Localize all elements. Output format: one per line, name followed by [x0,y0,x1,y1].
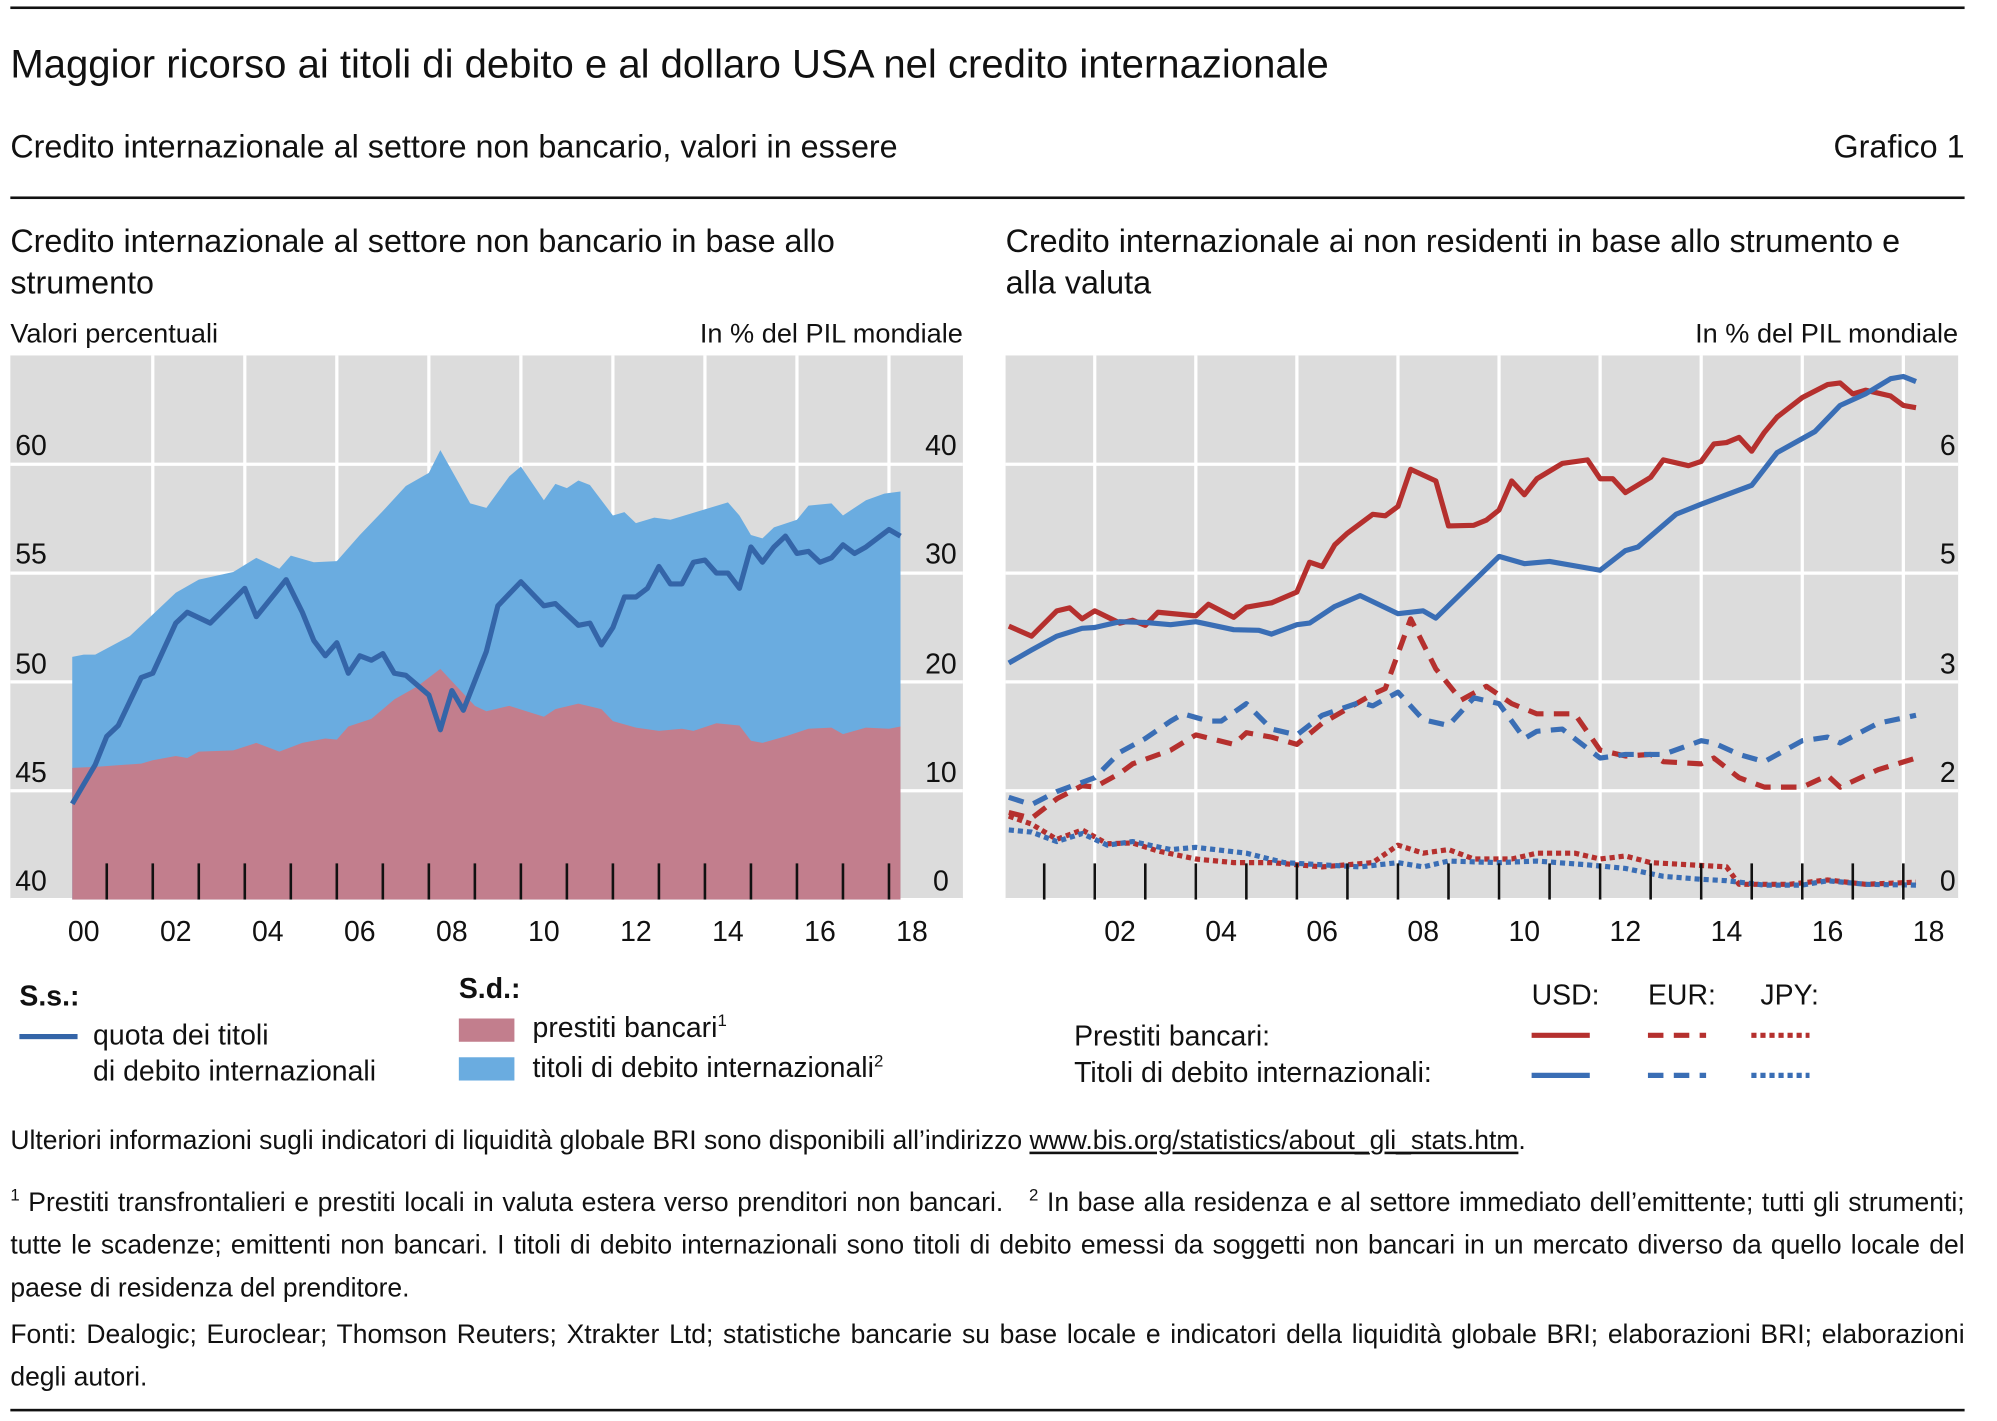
line-quota-dei-titoli-di-debito-internazionali [70,526,902,806]
footnotes: 1 Prestiti transfrontalieri e prestiti l… [10,1174,1964,1309]
y-left-tick-label: 55 [15,538,47,571]
x-tick-label: 00 [67,915,100,948]
left-axis-unit: Valori percentuali [10,319,219,349]
legend-share-line [19,1034,78,1040]
legend-jpy: JPY: [1760,978,1819,1011]
x-tick-label: 04 [1205,915,1237,948]
legend-share-label-2: di debito internazionali [93,1054,377,1087]
y-right-tick-label: 2 [1939,755,1956,789]
footnote-2: In base alla residenza e al settore imme… [10,1187,1965,1303]
y-right-tick-label: 3 [1939,647,1956,680]
y-right-tick-label: 20 [925,647,957,680]
x-tick-label: 08 [1407,915,1440,948]
y-right-tick-label: 6 [1939,429,1956,462]
y-left-tick-label: 40 [15,864,47,897]
footnote-ref: 2 [873,1050,884,1071]
right-panel-title: Credito internazionale ai non residenti … [1005,223,1901,302]
x-tick-label: 18 [896,915,928,948]
x-tick-label: 06 [1306,915,1338,948]
x-tick-label: 12 [620,915,652,948]
legend-bonds: titoli di debito internazionali2 [533,1051,884,1085]
left-panel-title: Credito internazionale al settore non ba… [10,223,835,302]
legend-bonds-label: titoli di debito internazionali [532,1051,874,1084]
y-left-tick-label: 50 [15,647,47,680]
line-prestiti-bancari-jpy [1007,813,1917,887]
chart-svg [1005,355,1959,902]
legend-loans: prestiti bancari1 [533,1011,727,1045]
x-tick-label: 04 [251,915,284,948]
legend-share-label-1: quota dei titoli [93,1018,269,1051]
info-note: Ulteriori informazioni sugli indicatori … [10,1119,1964,1162]
bottom-rule [10,1408,1965,1412]
footnote-1-mark: 1 [10,1185,20,1205]
line-prestiti-bancari-usd [1007,380,1917,639]
legend-bonds-swatch [458,1057,515,1081]
legend-usd: USD: [1531,978,1600,1011]
figure-subtitle: Credito internazionale al settore non ba… [10,129,898,166]
right-chart-plot [1005,355,1959,902]
x-tick-label: 16 [804,915,836,948]
info-suffix: . [1518,1125,1526,1156]
x-tick-label: 18 [1912,915,1945,948]
chart-svg [10,355,963,902]
x-tick-label: 02 [159,915,192,948]
y-right-tick-label: 10 [925,755,957,789]
legend-loans-swatch [458,1018,515,1042]
y-right-tick-label: 40 [925,429,957,462]
x-tick-label: 06 [343,915,376,948]
figure-title: Maggior ricorso ai titoli di debito e al… [10,41,1329,87]
x-tick-label: 14 [712,915,744,948]
info-link[interactable]: www.bis.org/statistics/about_gli_stats.h… [1029,1125,1519,1156]
y-right-tick-label: 0 [1939,864,1956,897]
x-tick-label: 10 [528,915,560,948]
y-right-tick-label: 30 [925,538,957,571]
line-prestiti-bancari-eur [1008,616,1917,821]
y-right-tick-label: 0 [933,864,949,897]
header-rule [10,196,1965,200]
x-tick-label: 10 [1508,915,1541,948]
legend-left-axis-label: S.s.: [19,979,80,1013]
line-titoli-di-debito-internazionali-usd [1007,373,1917,666]
line-titoli-di-debito-internazionali-eur [1008,689,1917,808]
x-tick-label: 14 [1710,915,1743,948]
sources-note: Fonti: Dealogic; Euroclear; Thomson Reut… [10,1319,1965,1393]
y-left-tick-label: 45 [15,755,47,789]
info-text: Ulteriori informazioni sugli indicatori … [10,1125,1030,1156]
footnote-2-mark: 2 [1029,1185,1039,1205]
legend-line-samples [1531,1032,1810,1078]
x-tick-label: 12 [1609,915,1642,948]
top-rule [10,6,1965,10]
right-axis-unit-left-chart: In % del PIL mondiale [699,319,963,349]
x-tick-label: 02 [1104,915,1136,948]
legend-right-axis-label: S.d.: [458,971,521,1005]
footnote-ref: 1 [717,1010,727,1031]
figure-label: Grafico 1 [1833,129,1965,166]
left-chart-plot [10,355,963,902]
right-axis-unit-right-chart: In % del PIL mondiale [1695,319,1959,349]
legend-eur: EUR: [1647,978,1716,1011]
legend-loans-row: Prestiti bancari: [1074,1019,1271,1053]
legend-loans-label: prestiti bancari [532,1011,718,1044]
area-prestiti-bancari [72,668,901,900]
y-left-tick-label: 60 [15,429,47,462]
x-tick-label: 16 [1811,915,1844,948]
y-right-tick-label: 5 [1939,538,1956,571]
legend-bonds-row: Titoli di debito internazionali: [1074,1055,1432,1089]
x-tick-label: 08 [436,915,468,948]
footnote-1: Prestiti transfrontalieri e prestiti loc… [19,1187,1004,1218]
